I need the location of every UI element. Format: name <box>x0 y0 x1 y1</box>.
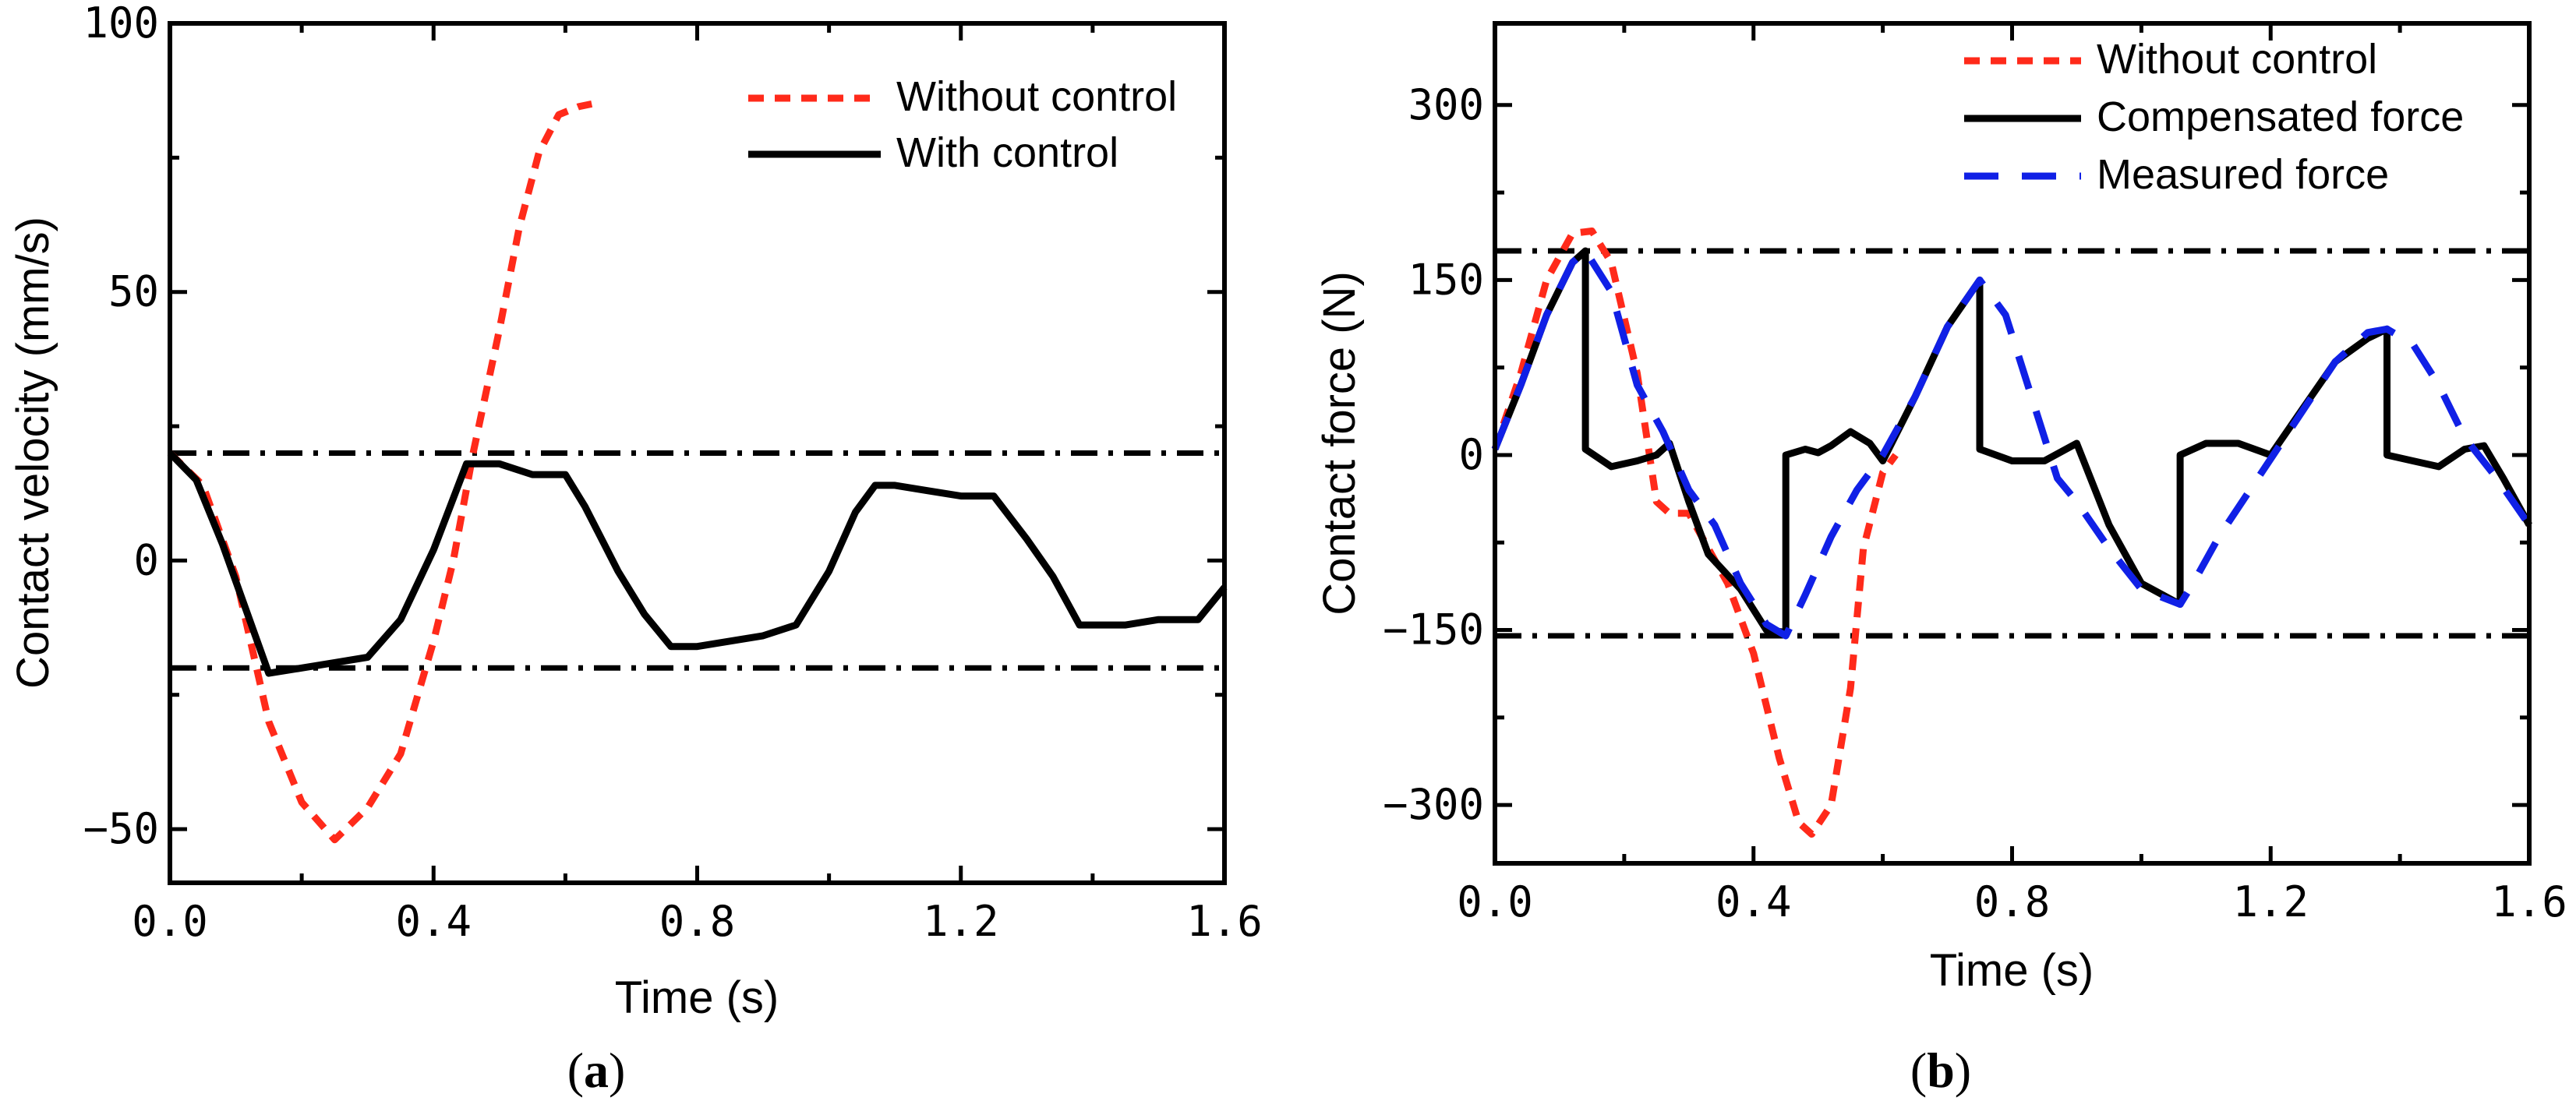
chart-a: 0.0 0.4 0.8 1.2 1.6 −50 0 50 100 Time (s) Contact … <box>8 0 1263 1098</box>
legend: Without control With control <box>748 73 1177 176</box>
legend: Without control Compensated force Measured… <box>1964 36 2464 198</box>
panel-label: (a) <box>567 1043 626 1098</box>
y-tick-label: 100 <box>83 0 159 48</box>
series-line-with-control <box>167 450 1228 677</box>
x-tick-label: 0.8 <box>659 897 736 946</box>
x-tick-label: 1.2 <box>923 897 999 946</box>
x-tick-label: 0.0 <box>132 897 208 946</box>
y-tick-label: 150 <box>1408 255 1484 304</box>
panel-label-letter: b <box>1927 1043 1955 1098</box>
x-tick-label: 1.2 <box>2232 877 2309 926</box>
x-tick-label: 0.4 <box>1716 877 1792 926</box>
series-line-compensated-force <box>1491 247 2532 636</box>
legend-label: Without control <box>2097 36 2377 83</box>
legend-label: Compensated force <box>2097 94 2464 140</box>
panel-label-paren: ) <box>609 1043 625 1098</box>
x-tick-label: 0.4 <box>395 897 472 946</box>
y-tick-label: −150 <box>1383 605 1484 655</box>
y-tick-label: 50 <box>108 267 159 316</box>
series-line-measured-force <box>1491 247 2532 640</box>
panel-label-paren: ) <box>1955 1043 1971 1098</box>
legend-label: With control <box>896 129 1118 176</box>
x-tick-label: 1.6 <box>1186 897 1263 946</box>
panel-label-paren: ( <box>567 1043 584 1098</box>
x-axis-title: Time (s) <box>1930 945 2094 996</box>
y-axis-title: Contact velocity (mm/s) <box>8 217 58 689</box>
legend-label: Without control <box>896 73 1177 120</box>
y-tick-label: 0 <box>1458 430 1484 479</box>
x-tick-label: 0.8 <box>1974 877 2051 926</box>
x-tick-label: 1.6 <box>2491 877 2567 926</box>
y-tick-label: −300 <box>1383 780 1484 829</box>
plot-frame <box>1493 21 2532 866</box>
legend-label: Measured force <box>2097 151 2389 198</box>
x-tick-label: 0.0 <box>1457 877 1533 926</box>
x-axis-title: Time (s) <box>615 972 779 1023</box>
panel-label-letter: a <box>584 1043 609 1098</box>
chart-b: 0.0 0.4 0.8 1.2 1.6 −300 −150 0 150 300 Time (s) Co… <box>1314 21 2567 1098</box>
y-tick-label: 0 <box>133 535 159 584</box>
y-axis-title: Contact force (N) <box>1314 271 1365 616</box>
y-tick-label: −50 <box>83 804 159 853</box>
panel-label-paren: ( <box>1910 1043 1927 1098</box>
y-tick-label: 300 <box>1408 80 1484 129</box>
series-line-without-control <box>167 100 593 844</box>
panel-label: (b) <box>1910 1043 1971 1098</box>
